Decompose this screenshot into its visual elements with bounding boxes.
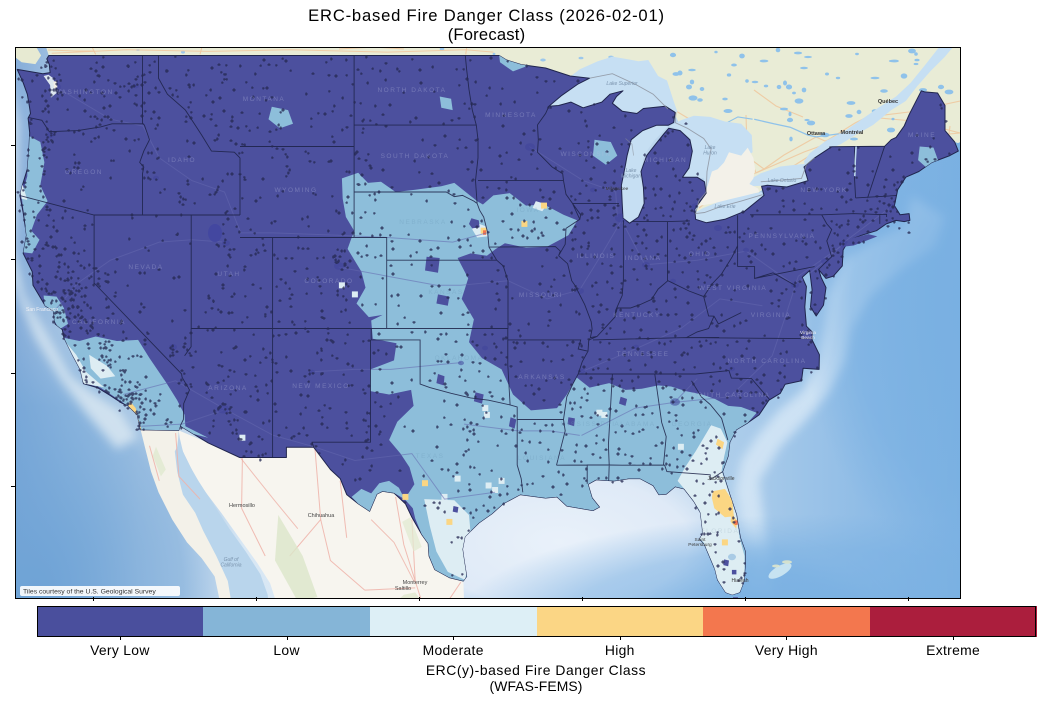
svg-text:LOUISIANA: LOUISIANA <box>517 455 565 462</box>
svg-text:NORTH DAKOTA: NORTH DAKOTA <box>377 87 446 94</box>
svg-text:TEXAS: TEXAS <box>415 453 444 460</box>
svg-text:Ottawa: Ottawa <box>806 131 825 137</box>
svg-text:ARKANSAS: ARKANSAS <box>518 374 565 381</box>
svg-text:Montréal: Montréal <box>840 130 863 136</box>
svg-text:Lake Ontario: Lake Ontario <box>767 178 796 184</box>
svg-text:IDAHO: IDAHO <box>167 157 195 164</box>
svg-text:NEW YORK: NEW YORK <box>800 187 847 194</box>
svg-text:SOUTH DAKOTA: SOUTH DAKOTA <box>380 153 449 160</box>
svg-text:ILLINOIS: ILLINOIS <box>576 253 615 260</box>
svg-text:NEW MEXICO: NEW MEXICO <box>292 383 350 390</box>
svg-text:Jacksonville: Jacksonville <box>707 476 734 482</box>
svg-text:MONTANA: MONTANA <box>242 96 285 103</box>
svg-text:Québec: Québec <box>877 99 897 105</box>
svg-text:NEBRASKA: NEBRASKA <box>399 219 446 226</box>
svg-text:WYOMING: WYOMING <box>274 187 317 194</box>
svg-text:Saltillo: Saltillo <box>394 586 410 592</box>
svg-text:MINNESOTA: MINNESOTA <box>485 112 537 119</box>
svg-text:Monterrey: Monterrey <box>402 580 427 586</box>
svg-text:VIRGINIA: VIRGINIA <box>750 312 791 319</box>
svg-text:Hermosillo: Hermosillo <box>229 503 255 509</box>
svg-text:Chihuahua: Chihuahua <box>307 513 335 519</box>
svg-text:FLORIDA: FLORIDA <box>700 528 739 535</box>
svg-text:INDIANA: INDIANA <box>624 255 661 262</box>
svg-text:SOUTH CAROLINA: SOUTH CAROLINA <box>691 392 770 399</box>
svg-text:TENNESSEE: TENNESSEE <box>616 351 669 358</box>
svg-text:MICHIGAN: MICHIGAN <box>642 157 687 164</box>
svg-text:KENTUCKY: KENTUCKY <box>613 312 660 319</box>
svg-text:Lake Erie: Lake Erie <box>714 204 735 210</box>
svg-text:IOWA: IOWA <box>516 207 539 214</box>
svg-text:MISSOURI: MISSOURI <box>518 292 562 299</box>
svg-text:UTAH: UTAH <box>217 271 240 278</box>
svg-text:San Francisco: San Francisco <box>26 307 58 313</box>
svg-text:GEORGIA: GEORGIA <box>671 421 712 428</box>
svg-text:NORTH CAROLINA: NORTH CAROLINA <box>727 358 806 365</box>
svg-text:ARIZONA: ARIZONA <box>208 385 247 392</box>
svg-text:OHIO: OHIO <box>688 251 711 258</box>
svg-text:MISSISSIPPI: MISSISSIPPI <box>560 421 615 428</box>
svg-text:Milwaukee: Milwaukee <box>605 186 628 192</box>
svg-text:Lake Superior: Lake Superior <box>606 81 637 87</box>
svg-text:WEST VIRGINIA: WEST VIRGINIA <box>698 285 767 292</box>
svg-text:KANSAS: KANSAS <box>428 289 463 296</box>
svg-text:OKLAHOMA: OKLAHOMA <box>434 355 483 362</box>
svg-text:WISCONSIN: WISCONSIN <box>560 151 611 158</box>
svg-text:MAINE: MAINE <box>907 132 935 139</box>
svg-text:NEVADA: NEVADA <box>128 264 163 271</box>
svg-text:OREGON: OREGON <box>65 169 103 176</box>
svg-text:PENNSYLVANIA: PENNSYLVANIA <box>748 233 815 240</box>
svg-text:CALIFORNIA: CALIFORNIA <box>71 319 125 326</box>
svg-text:COLORADO: COLORADO <box>304 278 353 285</box>
svg-text:Hialeah: Hialeah <box>731 578 748 584</box>
svg-text:WASHINGTON: WASHINGTON <box>54 89 113 96</box>
svg-text:ALABAMA: ALABAMA <box>614 421 655 428</box>
svg-text:Tiles courtesy of the U.S. Geo: Tiles courtesy of the U.S. Geological Su… <box>23 588 156 595</box>
